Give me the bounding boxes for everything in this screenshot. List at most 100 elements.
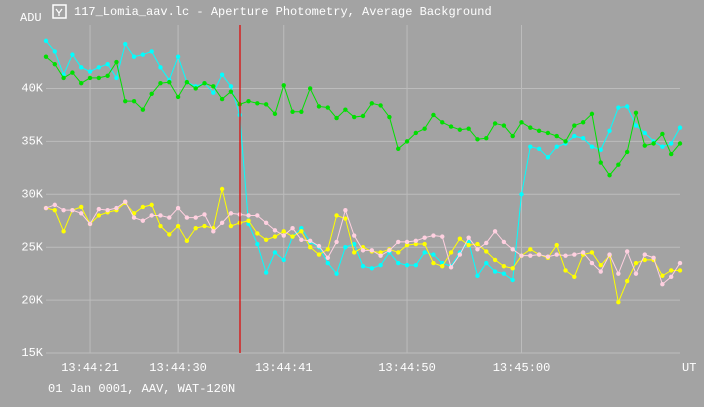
y-axis-label: ADU (20, 11, 42, 25)
data-point (457, 236, 463, 241)
data-point (572, 252, 577, 257)
data-point (158, 223, 163, 229)
data-point (360, 248, 366, 253)
data-point (272, 234, 278, 239)
data-point (501, 271, 507, 276)
data-point (219, 220, 225, 226)
data-point (475, 273, 480, 278)
data-point (351, 250, 357, 255)
data-point (536, 252, 542, 257)
data-point (536, 146, 542, 151)
data-point (299, 229, 304, 234)
data-point (484, 240, 489, 246)
data-point (246, 218, 251, 223)
data-point (149, 49, 154, 54)
data-point (616, 271, 621, 276)
data-point (545, 155, 551, 160)
data-point (624, 104, 630, 109)
data-point (677, 268, 683, 273)
data-point (396, 239, 401, 245)
data-point (651, 255, 656, 260)
data-point (563, 268, 568, 273)
data-point (677, 125, 683, 130)
data-point (246, 98, 251, 104)
data-point (325, 260, 330, 266)
data-point (70, 70, 75, 75)
data-point (431, 112, 436, 118)
data-point (325, 255, 330, 260)
data-point (307, 86, 313, 91)
x-axis-label: UT (682, 361, 696, 375)
data-point (554, 252, 559, 257)
data-point (175, 94, 181, 100)
data-point (396, 250, 401, 255)
data-point (545, 254, 551, 259)
data-point (281, 233, 286, 238)
data-point (492, 257, 498, 263)
data-point (255, 101, 260, 106)
data-point (202, 212, 207, 217)
data-point (263, 102, 269, 107)
data-point (563, 139, 568, 144)
data-point (61, 75, 66, 81)
data-point (140, 218, 146, 223)
data-point (501, 123, 507, 128)
data-point (607, 128, 612, 134)
data-point (290, 234, 295, 239)
data-point (334, 239, 339, 245)
data-point (149, 91, 154, 96)
data-point (52, 61, 58, 67)
data-point (131, 54, 137, 59)
data-point (246, 213, 251, 218)
data-point (475, 247, 480, 252)
data-point (228, 223, 234, 229)
data-point (52, 207, 58, 213)
data-point (79, 80, 84, 86)
data-point (61, 229, 66, 234)
data-point (589, 260, 595, 266)
data-point (52, 202, 58, 208)
data-point (484, 249, 489, 254)
data-point (351, 241, 357, 247)
data-point (528, 144, 533, 149)
data-point (563, 253, 568, 258)
data-point (272, 250, 278, 255)
data-point (131, 215, 137, 220)
data-point (642, 143, 647, 148)
data-point (281, 257, 286, 263)
data-point (378, 103, 383, 108)
data-point (572, 133, 577, 139)
data-point (396, 146, 401, 151)
data-point (114, 59, 119, 65)
data-point (369, 266, 375, 271)
data-point (633, 123, 639, 128)
data-point (387, 114, 392, 120)
data-point (158, 213, 163, 218)
data-point (334, 271, 339, 276)
data-point (228, 211, 234, 216)
data-point (677, 141, 683, 146)
data-point (475, 241, 480, 247)
data-point (369, 101, 375, 106)
data-point (589, 144, 595, 149)
data-point (378, 250, 383, 255)
data-point (607, 252, 612, 257)
data-point (633, 110, 639, 116)
plot-area (43, 38, 683, 305)
data-point (158, 65, 163, 70)
data-point (114, 75, 119, 81)
data-point (123, 98, 128, 104)
data-point (598, 147, 603, 153)
data-point (660, 131, 665, 137)
data-point (79, 211, 84, 216)
data-point (466, 242, 471, 248)
data-point (193, 225, 198, 231)
data-point (572, 274, 577, 280)
data-point (404, 239, 410, 245)
data-point (316, 104, 322, 109)
data-point (633, 260, 639, 266)
data-point (528, 125, 533, 130)
data-point (334, 115, 339, 121)
y-tick-label: 15K (21, 346, 43, 360)
data-point (545, 130, 551, 136)
